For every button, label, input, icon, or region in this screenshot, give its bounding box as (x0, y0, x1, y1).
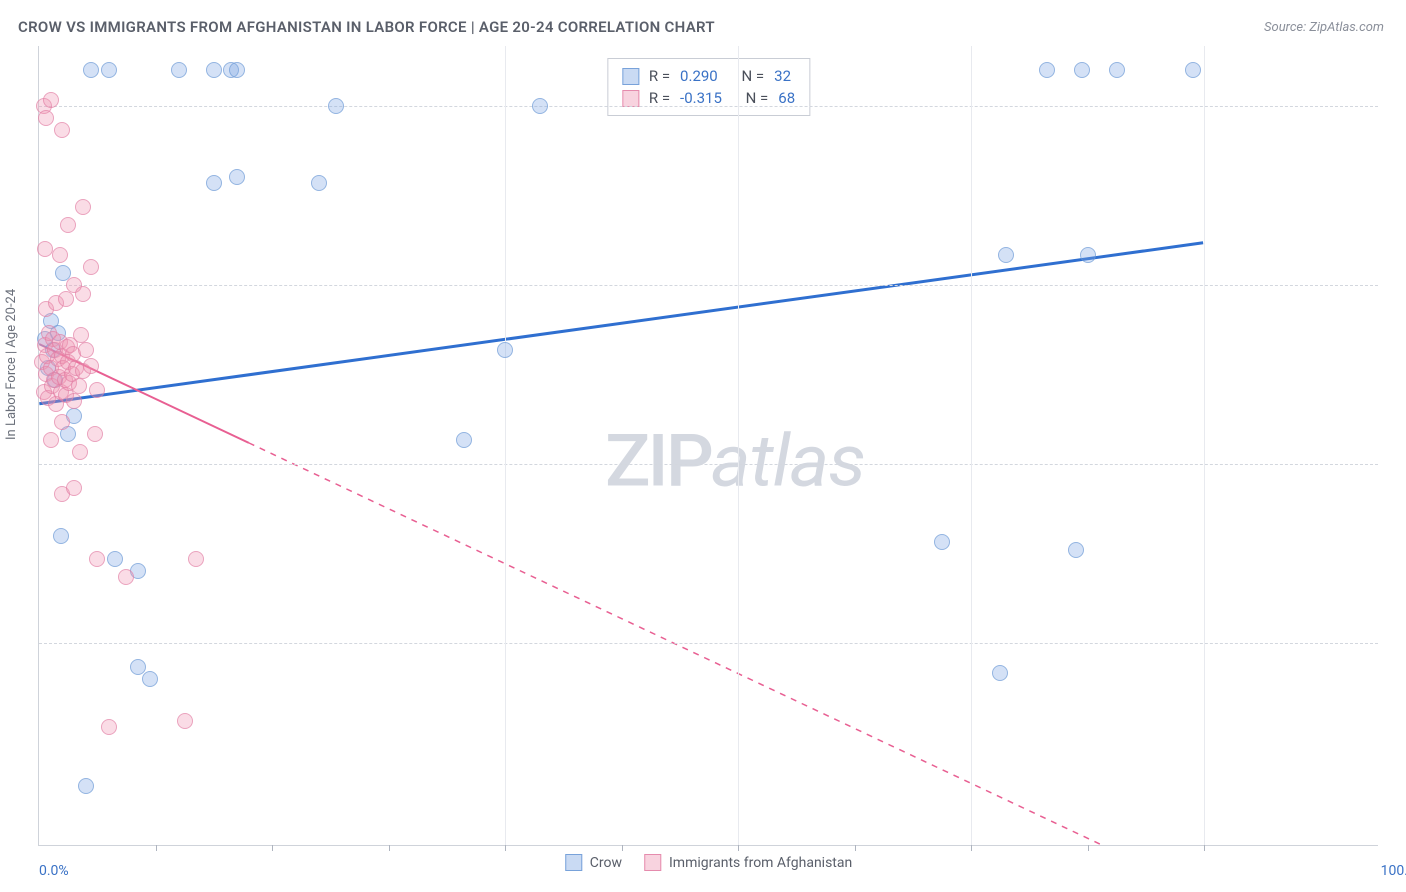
data-point (75, 199, 91, 215)
legend-bottom-label-0: Crow (590, 855, 622, 871)
legend-bottom-item-1: Immigrants from Afghanistan (644, 854, 852, 871)
data-point (58, 291, 74, 307)
x-tick (855, 845, 856, 851)
data-point (934, 534, 950, 550)
legend-stats-row-0: R = 0.290 N = 32 (622, 65, 795, 87)
data-point (101, 62, 117, 78)
legend-n-value-1: 68 (778, 89, 795, 107)
grid-v (738, 46, 739, 845)
data-point (75, 286, 91, 302)
x-axis-max-label: 100.0% (1381, 863, 1406, 879)
data-point (1039, 62, 1055, 78)
data-point (328, 98, 344, 114)
legend-r-value-1: -0.315 (680, 89, 722, 107)
data-point (38, 110, 54, 126)
data-point (78, 342, 94, 358)
data-point (1080, 247, 1096, 263)
data-point (83, 358, 99, 374)
legend-bottom-swatch-1 (644, 854, 661, 871)
data-point (101, 719, 117, 735)
data-point (992, 665, 1008, 681)
data-point (43, 92, 59, 108)
data-point (311, 175, 327, 191)
x-tick (1204, 845, 1205, 851)
data-point (37, 241, 53, 257)
data-point (532, 98, 548, 114)
data-point (171, 62, 187, 78)
legend-n-value-0: 32 (774, 67, 791, 85)
x-tick (389, 845, 390, 851)
data-point (87, 426, 103, 442)
data-point (78, 778, 94, 794)
legend-stats-box: R = 0.290 N = 32 R = -0.315 N = 68 (607, 58, 810, 116)
data-point (497, 342, 513, 358)
trend-line (39, 243, 1203, 404)
x-tick (738, 845, 739, 851)
watermark-zip: ZIP (605, 419, 711, 504)
data-point (71, 378, 87, 394)
data-point (89, 551, 105, 567)
data-point (66, 393, 82, 409)
data-point (1068, 542, 1084, 558)
watermark-atlas: atlas (711, 419, 865, 504)
data-point (107, 551, 123, 567)
legend-bottom-swatch-0 (565, 854, 582, 871)
data-point (206, 175, 222, 191)
grid-v (1204, 46, 1205, 845)
grid-v (971, 46, 972, 845)
legend-bottom-label-1: Immigrants from Afghanistan (669, 855, 852, 871)
data-point (73, 327, 89, 343)
x-tick (505, 845, 506, 851)
data-point (456, 432, 472, 448)
data-point (54, 414, 70, 430)
data-point (188, 551, 204, 567)
data-point (229, 62, 245, 78)
grid-h (39, 464, 1378, 465)
data-point (177, 713, 193, 729)
x-tick (1088, 845, 1089, 851)
watermark: ZIPatlas (605, 419, 865, 504)
data-point (1185, 62, 1201, 78)
plot-area: ZIPatlas R = 0.290 N = 32 R = -0.315 N =… (38, 46, 1378, 846)
data-point (43, 432, 59, 448)
data-point (54, 122, 70, 138)
grid-v (505, 46, 506, 845)
x-tick (622, 845, 623, 851)
legend-r-label-0: R = (649, 67, 670, 85)
data-point (998, 247, 1014, 263)
data-point (53, 528, 69, 544)
legend-bottom-item-0: Crow (565, 854, 622, 871)
source-attribution: Source: ZipAtlas.com (1264, 20, 1384, 35)
legend-r-label-1: R = (649, 89, 670, 107)
data-point (83, 259, 99, 275)
legend-r-value-0: 0.290 (680, 67, 718, 85)
legend-bottom: Crow Immigrants from Afghanistan (565, 854, 852, 871)
y-axis-label: In Labor Force | Age 20-24 (4, 289, 19, 440)
x-tick (272, 845, 273, 851)
data-point (66, 480, 82, 496)
x-axis-min-label: 0.0% (39, 863, 69, 879)
data-point (206, 62, 222, 78)
legend-swatch-0 (622, 68, 639, 85)
data-point (1074, 62, 1090, 78)
x-tick (971, 845, 972, 851)
data-point (83, 62, 99, 78)
grid-h (39, 106, 1378, 107)
grid-h (39, 643, 1378, 644)
data-point (52, 247, 68, 263)
data-point (118, 569, 134, 585)
legend-swatch-1 (622, 90, 639, 107)
data-point (89, 382, 105, 398)
data-point (72, 444, 88, 460)
grid-h (39, 285, 1378, 286)
chart-title: CROW VS IMMIGRANTS FROM AFGHANISTAN IN L… (18, 18, 715, 36)
legend-n-label-0: N = (741, 67, 764, 85)
data-point (60, 217, 76, 233)
legend-n-label-1: N = (746, 89, 769, 107)
data-point (229, 169, 245, 185)
data-point (142, 671, 158, 687)
x-tick (156, 845, 157, 851)
data-point (1109, 62, 1125, 78)
